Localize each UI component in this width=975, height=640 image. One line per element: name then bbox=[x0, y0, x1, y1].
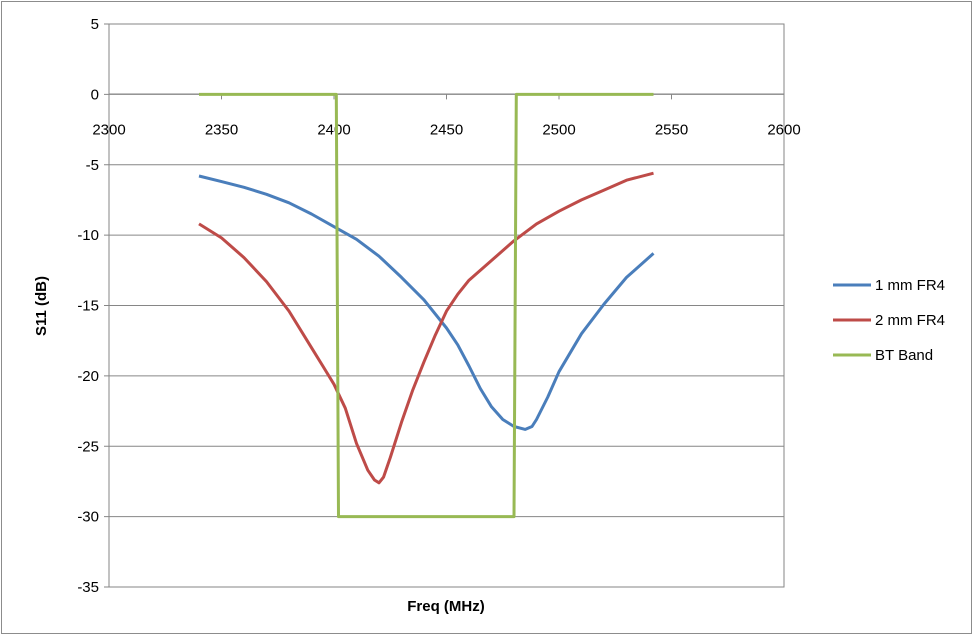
x-axis-title: Freq (MHz) bbox=[407, 598, 485, 615]
y-axis-title: S11 (dB) bbox=[33, 276, 50, 336]
series-line-1-mm-fr4 bbox=[198, 174, 655, 431]
legend-label-1-mm-fr4: 1 mm FR4 bbox=[875, 277, 945, 294]
legend-label-2-mm-fr4: 2 mm FR4 bbox=[875, 312, 945, 329]
series-lines bbox=[198, 92, 655, 519]
x-tick-label: 2300 bbox=[92, 121, 125, 138]
y-tick-label: -35 bbox=[77, 579, 99, 596]
y-tick-label: 5 bbox=[91, 16, 99, 33]
y-tick-label: -30 bbox=[77, 509, 99, 526]
y-axis-ticks: 5 0 -5 -10 -15 -20 -25 -30 -35 bbox=[77, 16, 109, 596]
y-tick-label: -25 bbox=[77, 438, 99, 455]
series-line-bt-band bbox=[199, 92, 654, 519]
x-tick-label: 2600 bbox=[767, 121, 800, 138]
y-tick-label: -10 bbox=[77, 227, 99, 244]
gridlines bbox=[109, 23, 784, 588]
legend: 1 mm FR4 2 mm FR4 BT Band bbox=[833, 277, 945, 364]
x-tick-label: 2350 bbox=[205, 121, 238, 138]
y-tick-label: -5 bbox=[86, 157, 99, 174]
series-line-2-mm-fr4 bbox=[198, 171, 654, 485]
y-tick-label: -15 bbox=[77, 298, 99, 315]
legend-label-bt-band: BT Band bbox=[875, 347, 933, 364]
x-tick-label: 2450 bbox=[430, 121, 463, 138]
x-tick-label: 2500 bbox=[542, 121, 575, 138]
x-axis-ticks: 2300 2350 2400 2450 2500 2550 2600 bbox=[92, 94, 801, 138]
y-tick-label: -20 bbox=[77, 368, 99, 385]
x-tick-label: 2400 bbox=[317, 121, 350, 138]
y-tick-label: 0 bbox=[91, 86, 99, 103]
x-tick-label: 2550 bbox=[655, 121, 688, 138]
